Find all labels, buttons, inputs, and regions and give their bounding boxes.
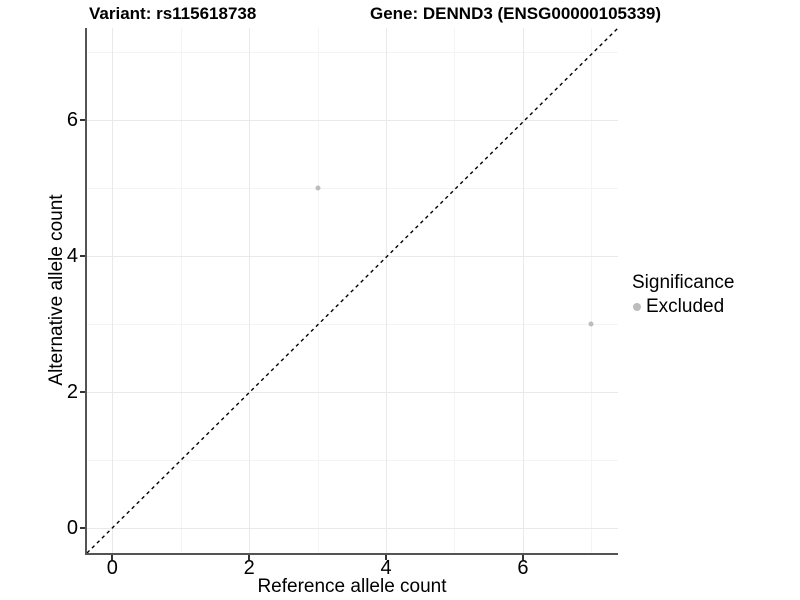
grid-major-y-2 [87, 392, 618, 394]
y-tick-mark-4 [80, 255, 85, 258]
plot-title-variant: Variant: rs115618738 [89, 4, 257, 23]
plot-title-gene: Gene: DENND3 (ENSG00000105339) [370, 4, 662, 23]
grid-minor-x-7 [591, 28, 593, 553]
x-tick-mark-4 [385, 555, 388, 560]
x-tick-label-2: 2 [243, 557, 255, 579]
x-tick-mark-0 [111, 555, 114, 560]
plot-panel [85, 28, 618, 555]
grid-minor-x-5 [454, 28, 456, 553]
legend-item-excluded: Excluded [633, 296, 734, 318]
y-tick-mark-0 [80, 526, 85, 529]
grid-minor-y-3 [87, 324, 618, 326]
x-tick-mark-2 [248, 555, 251, 560]
x-tick-label-4: 4 [380, 557, 392, 579]
grid-major-x-6 [522, 28, 524, 553]
data-point-7-3 [588, 321, 594, 327]
grid-major-x-0 [112, 28, 114, 553]
y-tick-label-6: 6 [66, 109, 78, 132]
legend-title: Significance [632, 272, 735, 293]
grid-major-x-4 [386, 28, 388, 553]
grid-minor-x-1 [180, 28, 182, 553]
grid-major-x-2 [249, 28, 251, 553]
y-tick-label-0: 0 [66, 516, 78, 539]
x-axis-title: Reference allele count [257, 576, 447, 597]
y-tick-label-4: 4 [66, 245, 78, 268]
y-tick-mark-6 [80, 119, 85, 122]
y-tick-mark-2 [80, 391, 85, 394]
y-axis-title: Alternative allele count [46, 194, 67, 386]
identity-line-dashed [87, 28, 618, 553]
y-tick-label-2: 2 [66, 381, 78, 404]
grid-minor-y-5 [87, 188, 618, 190]
x-tick-mark-6 [521, 555, 524, 560]
legend-item-label: Excluded [646, 296, 725, 317]
x-tick-label-6: 6 [517, 557, 529, 579]
grid-minor-y-7 [87, 52, 618, 54]
grid-major-y-0 [87, 527, 618, 529]
grid-minor-x-3 [317, 28, 319, 553]
grid-major-y-6 [87, 120, 618, 122]
x-tick-label-0: 0 [106, 557, 118, 579]
grid-major-y-4 [87, 256, 618, 258]
grid-minor-y-1 [87, 459, 618, 461]
legend-key-dot-icon [633, 303, 641, 311]
data-point-3-5 [315, 185, 321, 191]
legend: Significance Excluded [632, 272, 734, 318]
